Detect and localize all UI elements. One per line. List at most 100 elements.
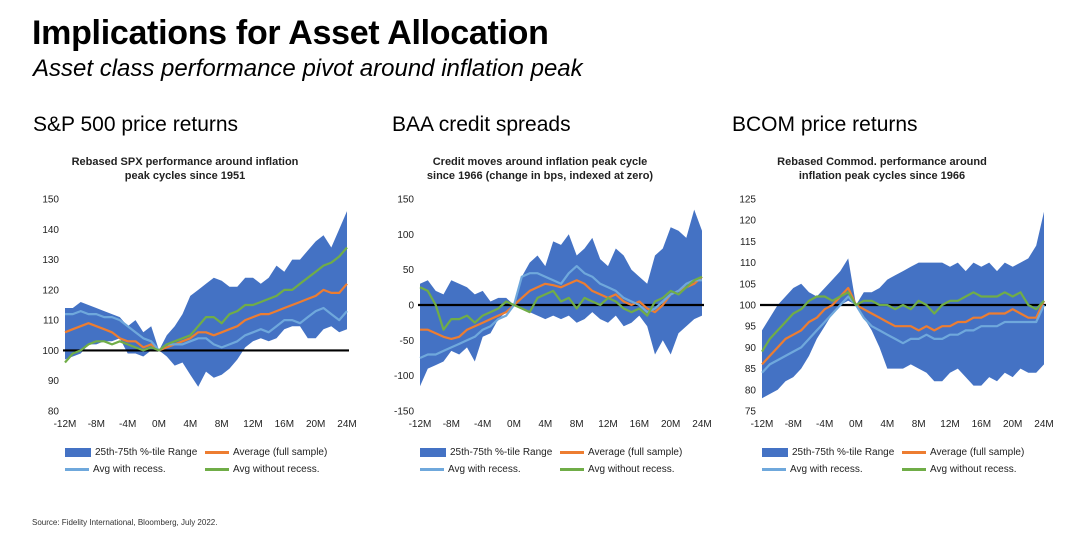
x-tick-label: 20M bbox=[306, 419, 325, 430]
x-tick-label: -4M bbox=[474, 419, 491, 430]
x-tick-label: 12M bbox=[940, 419, 959, 430]
chart-title-bcom: Rebased Commod. performance around infla… bbox=[722, 155, 1042, 183]
chart-plot: 80 90 100 110 120 130 140 150 -12M -8M -4M 0M 4M 8M 12… bbox=[42, 195, 356, 431]
x-tick-label: -12M bbox=[54, 419, 77, 430]
y-tick-label: 75 bbox=[745, 407, 757, 418]
legend-label: 25th-75th %-tile Range bbox=[450, 447, 553, 458]
legend-swatch bbox=[762, 448, 788, 457]
x-tick-label: -12M bbox=[751, 419, 774, 430]
legend-label: Avg with recess. bbox=[790, 464, 863, 475]
legend-swatch bbox=[902, 468, 926, 471]
percentile-range-band bbox=[65, 211, 347, 387]
x-tick-label: 24M bbox=[692, 419, 711, 430]
series-with-recession-line bbox=[761, 295, 1045, 374]
x-tick-label: -8M bbox=[88, 419, 105, 430]
chart-panel-baa: Credit moves around inflation peak cycle… bbox=[380, 155, 712, 485]
legend-label: Avg with recess. bbox=[93, 464, 166, 475]
series-average-line bbox=[761, 286, 1045, 366]
y-tick-label: 90 bbox=[745, 343, 757, 354]
series-average-line bbox=[420, 275, 703, 340]
x-tick-label: 8M bbox=[215, 419, 229, 430]
series-with-recession-line bbox=[419, 264, 702, 360]
legend-label: 25th-75th %-tile Range bbox=[792, 447, 895, 458]
series-without-recession-line bbox=[761, 291, 1045, 353]
source-note: Source: Fidelity International, Bloomber… bbox=[32, 518, 218, 527]
legend-label: Average (full sample) bbox=[930, 447, 1025, 458]
x-tick-label: -4M bbox=[816, 419, 833, 430]
y-tick-label: 110 bbox=[740, 258, 756, 269]
legend-swatch bbox=[65, 468, 89, 471]
x-tick-label: 4M bbox=[538, 419, 552, 430]
x-tick-label: 24M bbox=[337, 419, 356, 430]
x-tick-label: -4M bbox=[119, 419, 136, 430]
chart-title-line: inflation peak cycles since 1966 bbox=[798, 170, 966, 182]
legend-item-with-recession: Avg with recess. bbox=[65, 464, 166, 475]
legend-item-without-recession: Avg without recess. bbox=[205, 464, 320, 475]
legend-item-average: Average (full sample) bbox=[560, 447, 682, 458]
panel-heading-bcom: BCOM price returns bbox=[732, 113, 918, 136]
chart-title-line: Rebased Commod. performance around bbox=[777, 156, 987, 168]
legend-label: Avg with recess. bbox=[448, 464, 521, 475]
x-tick-label: 12M bbox=[243, 419, 262, 430]
series-average-line bbox=[64, 283, 348, 352]
legend-item-range: 25th-75th %-tile Range bbox=[762, 447, 894, 458]
y-tick-label: 80 bbox=[48, 407, 60, 418]
x-tick-label: 20M bbox=[1003, 419, 1022, 430]
x-tick-label: 0M bbox=[507, 419, 521, 430]
x-tick-label: -8M bbox=[443, 419, 460, 430]
panel-heading-baa: BAA credit spreads bbox=[392, 113, 571, 136]
legend-swatch bbox=[205, 468, 229, 471]
x-tick-label: 12M bbox=[598, 419, 617, 430]
y-tick-label: 90 bbox=[48, 376, 60, 387]
legend-swatch bbox=[762, 468, 786, 471]
x-tick-label: 16M bbox=[275, 419, 294, 430]
legend-label: Avg without recess. bbox=[930, 464, 1017, 475]
legend-swatch bbox=[420, 448, 446, 457]
series-without-recession-line bbox=[64, 246, 348, 364]
x-tick-label: 0M bbox=[849, 419, 863, 430]
y-tick-label: 85 bbox=[745, 364, 757, 375]
chart-plot: 75 80 85 90 95 100 105 110 115 120 125 -12M -8M -4M 0M… bbox=[739, 195, 1053, 431]
y-tick-label: 125 bbox=[739, 195, 756, 206]
series-with-recession-line bbox=[65, 306, 348, 352]
x-tick-label: 8M bbox=[570, 419, 584, 430]
legend-label: Avg without recess. bbox=[233, 464, 320, 475]
x-tick-label: 16M bbox=[630, 419, 649, 430]
legend-item-range: 25th-75th %-tile Range bbox=[420, 447, 552, 458]
chart-title-line: peak cycles since 1951 bbox=[124, 170, 246, 182]
y-tick-label: 140 bbox=[42, 225, 59, 236]
legend-label: Average (full sample) bbox=[588, 447, 683, 458]
chart-title-line: Rebased SPX performance around inflation bbox=[71, 156, 299, 168]
y-tick-label: 130 bbox=[42, 255, 59, 266]
x-tick-label: 20M bbox=[661, 419, 680, 430]
y-tick-label: 115 bbox=[740, 237, 756, 248]
y-tick-label: 100 bbox=[42, 346, 59, 357]
y-tick-label: 100 bbox=[397, 230, 414, 241]
y-tick-label: 150 bbox=[42, 195, 59, 206]
x-tick-label: 24M bbox=[1034, 419, 1053, 430]
legend-item-without-recession: Avg without recess. bbox=[560, 464, 675, 475]
legend-swatch bbox=[65, 448, 91, 457]
chart-title-baa: Credit moves around inflation peak cycle… bbox=[380, 155, 700, 183]
chart-panel-spx: Rebased SPX performance around inflation… bbox=[25, 155, 356, 485]
y-tick-label: 120 bbox=[42, 285, 59, 296]
series-without-recession-line bbox=[419, 275, 703, 331]
page-title: Implications for Asset Allocation bbox=[32, 14, 549, 52]
x-tick-label: -12M bbox=[409, 419, 432, 430]
chart-title-line: Credit moves around inflation peak cycle bbox=[432, 156, 648, 168]
x-tick-label: 16M bbox=[972, 419, 991, 430]
chart-plot: -150 -100 -50 0 50 100 150 -12M -8M -4M 0M 4M 8M 12M 1… bbox=[394, 195, 712, 431]
y-tick-label: 105 bbox=[739, 279, 756, 290]
legend-swatch bbox=[560, 451, 584, 454]
legend-item-range: 25th-75th %-tile Range bbox=[65, 447, 197, 458]
legend-label: 25th-75th %-tile Range bbox=[95, 447, 198, 458]
y-tick-label: 150 bbox=[397, 195, 414, 206]
page-subtitle: Asset class performance pivot around inf… bbox=[33, 55, 583, 82]
y-tick-label: 120 bbox=[739, 216, 756, 227]
x-tick-label: 0M bbox=[152, 419, 166, 430]
chart-title-line: since 1966 (change in bps, indexed at ze… bbox=[426, 170, 654, 182]
y-tick-label: 0 bbox=[408, 301, 414, 312]
chart-title-spx: Rebased SPX performance around inflation… bbox=[25, 155, 345, 183]
y-tick-label: 50 bbox=[403, 265, 415, 276]
legend-item-average: Average (full sample) bbox=[902, 447, 1024, 458]
